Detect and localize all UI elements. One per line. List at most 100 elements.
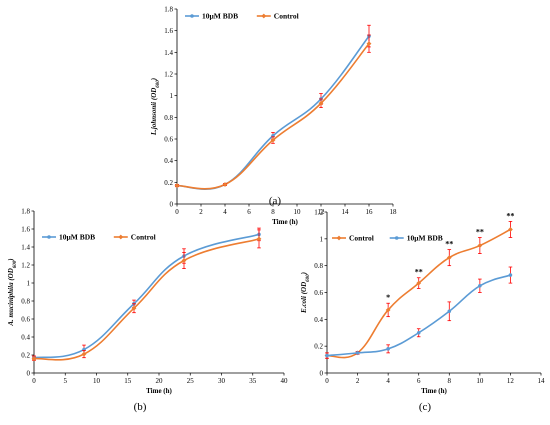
data-point-bdb <box>416 330 421 335</box>
legend-label-control: Control <box>131 233 156 242</box>
legend-label-control: Control <box>274 12 299 21</box>
legend-marker <box>47 235 51 239</box>
y-tick-label: 0.2 <box>164 179 173 187</box>
panel-caption: (a) <box>269 195 282 207</box>
significance-label: ** <box>476 227 484 236</box>
y-tick-label: 0 <box>320 370 324 378</box>
x-tick-label: 5 <box>64 377 68 385</box>
x-tick-label: 8 <box>271 208 275 216</box>
chart-panel-a: 0 2 4 6 8 10 12 14 16 18 0 0.2 0.4 0.6 0.8 1 1.2 1.4 1.6 1.… <box>150 6 397 227</box>
y-tick-label: 0.6 <box>314 289 323 297</box>
x-tick-label: 14 <box>342 208 350 216</box>
y-tick-label: 0.4 <box>21 334 30 342</box>
y-tick-label: 1.6 <box>21 226 30 234</box>
x-tick-label: 4 <box>223 208 227 216</box>
legend-marker <box>336 235 342 241</box>
significance-label: * <box>386 293 390 302</box>
data-point-control <box>446 255 452 261</box>
y-tick-label: 0.4 <box>314 316 323 324</box>
x-tick-label: 35 <box>249 377 257 385</box>
data-point-control <box>318 100 324 106</box>
series-control <box>31 229 262 362</box>
x-tick-label: 8 <box>448 377 452 385</box>
x-tick-label: 14 <box>538 377 546 385</box>
x-tick-label: 16 <box>366 208 374 216</box>
panel-caption: (b) <box>134 401 147 413</box>
y-tick-label: 1.2 <box>314 209 323 217</box>
data-point-control <box>256 236 262 242</box>
series-line-control <box>33 238 260 361</box>
data-point-control <box>270 137 276 143</box>
y-axis-label: A. muciniphila (OD600) <box>7 258 18 326</box>
legend: 10μM BDB Control <box>185 12 299 21</box>
data-point-bdb <box>325 353 329 358</box>
y-tick-label: 1 <box>27 280 31 288</box>
y-tick-label: 1.8 <box>164 6 173 14</box>
x-tick-label: 6 <box>247 208 251 216</box>
significance-label: ** <box>415 268 423 277</box>
data-point-control <box>508 227 513 232</box>
x-tick-label: 12 <box>318 208 326 216</box>
data-point-bdb <box>508 273 513 277</box>
x-tick-label: 2 <box>199 208 203 216</box>
chart-panel-c: 0 2 4 6 8 10 12 14 0 0.2 0.4 0.6 0.8 1 1.2 Time (h) E.co… <box>300 209 545 414</box>
x-tick-label: 12 <box>507 377 515 385</box>
data-point-bdb <box>386 347 390 351</box>
x-tick-label: 0 <box>325 377 329 385</box>
x-tick-label: 6 <box>417 377 421 385</box>
y-axis-label: L.johnsonii (OD600) <box>150 78 161 136</box>
y-tick-label: 0 <box>170 201 174 209</box>
significance-label: ** <box>445 240 453 249</box>
x-axis-label: Time (h) <box>146 387 172 395</box>
x-tick-label: 0 <box>175 208 179 216</box>
series-control <box>174 34 372 190</box>
legend-marker <box>190 14 194 18</box>
legend: 10μM BDB Control <box>42 233 156 242</box>
y-tick-label: 0.8 <box>164 114 173 122</box>
legend-label-bdb: 10μM BDB <box>407 234 443 243</box>
y-tick-label: 0.8 <box>21 298 30 306</box>
y-tick-label: 0.4 <box>164 157 173 165</box>
x-axis-label: Time (h) <box>272 218 298 226</box>
legend-marker <box>261 13 267 19</box>
y-tick-label: 1.8 <box>21 208 30 216</box>
panel-caption: (c) <box>419 401 432 413</box>
legend-marker <box>394 236 399 240</box>
y-tick-label: 0.8 <box>314 262 323 270</box>
series-line-control <box>326 228 511 359</box>
x-tick-label: 18 <box>390 208 398 216</box>
y-tick-label: 1.2 <box>164 71 173 79</box>
y-tick-label: 1 <box>170 92 174 100</box>
y-tick-label: 1.4 <box>21 244 30 252</box>
legend-label-bdb: 10μM BDB <box>202 12 238 21</box>
x-tick-label: 20 <box>156 377 164 385</box>
data-point-bdb <box>447 309 452 314</box>
x-tick-label: 10 <box>294 208 302 216</box>
chart-panel-b: 0 5 10 15 20 25 30 35 4000.20.40.60.811.21.41.61… <box>7 208 288 414</box>
x-tick-label: 4 <box>386 377 390 385</box>
y-axis-label: E.coli (OD600) <box>300 272 311 314</box>
y-tick-label: 0.6 <box>164 136 173 144</box>
x-tick-label: 30 <box>218 377 226 385</box>
y-tick-label: 1.4 <box>164 49 173 57</box>
significance-label: ** <box>506 211 514 220</box>
legend-label-control: Control <box>349 234 374 243</box>
y-tick-label: 1 <box>320 235 324 243</box>
data-point-control <box>477 243 483 248</box>
data-point-control <box>174 183 180 188</box>
y-tick-label: 0.2 <box>21 352 30 360</box>
x-tick-label: 0 <box>32 377 36 385</box>
data-point-bdb <box>478 283 482 288</box>
legend-marker <box>118 234 124 240</box>
x-tick-label: 10 <box>476 377 484 385</box>
series-line-control <box>176 43 370 190</box>
y-tick-label: 0 <box>27 370 31 378</box>
x-axis-label: Time (h) <box>421 387 447 395</box>
x-tick-label: 2 <box>356 377 360 385</box>
x-tick-label: 15 <box>124 377 132 385</box>
series-line-bdb <box>176 35 370 190</box>
y-tick-label: 0.6 <box>21 316 30 324</box>
series-bdb <box>325 266 513 359</box>
legend-label-bdb: 10μM BDB <box>59 233 95 242</box>
